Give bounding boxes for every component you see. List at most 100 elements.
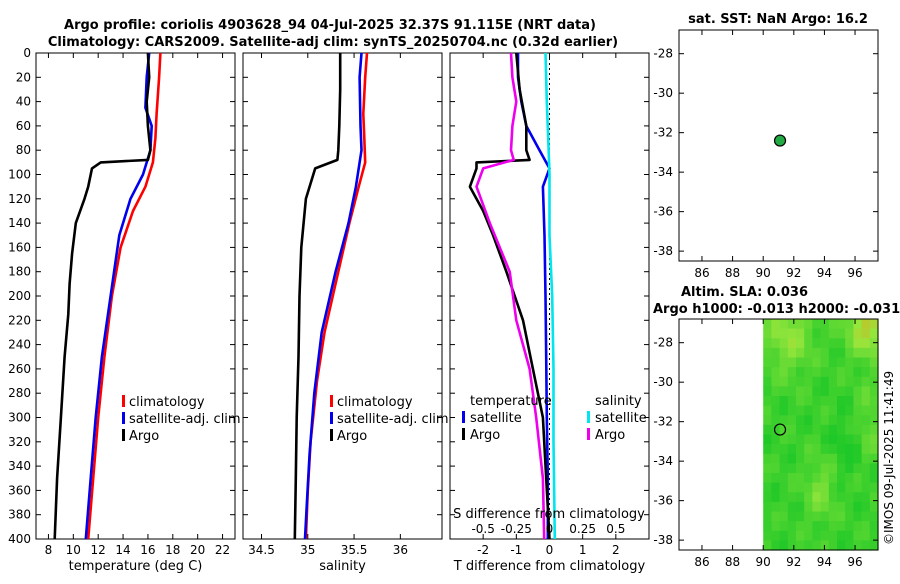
sla-heatmap-cell (861, 396, 871, 407)
sla-heatmap-cell (837, 540, 846, 551)
salinity-xtick-label: 34.5 (248, 543, 275, 557)
argo-position-marker-sla (773, 423, 787, 436)
sla-heatmap-cell (853, 396, 863, 407)
sla-heatmap-cell (812, 405, 822, 416)
sla-heatmap-cell (812, 453, 822, 464)
sla-heatmap-cell (853, 347, 863, 359)
sla-heatmap-cell (861, 482, 871, 493)
sla-map-panel: 86 88 90 92 94 96 -28 -30 -32 -34 -36 -38 Altim. SLA… (653, 285, 900, 569)
sla-heatmap-cell (771, 396, 781, 407)
sla-heatmap-cell (812, 530, 822, 541)
s-diff-tick-label: -0.5 (471, 522, 494, 536)
temperature-ytick-label: 240 (8, 338, 31, 352)
sla-heatmap-cell (837, 367, 846, 378)
sla-heatmap-cell (763, 405, 772, 416)
temperature-xtick-label: 8 (45, 543, 53, 557)
sla_map-ytick-label: -28 (653, 336, 673, 350)
salinity-legend-swatch (330, 429, 333, 441)
sla-heatmap-cell (869, 540, 879, 551)
sla-heatmap-cell (820, 357, 830, 368)
sla-heatmap-cell (828, 396, 838, 407)
sla-heatmap-cell (845, 367, 854, 378)
sla-heatmap-cell (771, 328, 781, 339)
sla-heatmap-cell (837, 328, 846, 339)
sla-heatmap-cell (804, 540, 813, 551)
sla-heatmap-cell (796, 357, 805, 368)
sla-heatmap-cell (861, 386, 871, 397)
sla-heatmap-cell (796, 453, 805, 464)
diff-series-t-argo (468, 52, 551, 540)
sla-heatmap-cell (820, 444, 830, 455)
sla-heatmap-cell (861, 328, 871, 339)
sla-heatmap-cell (828, 511, 838, 522)
sst_map-xtick-label: 90 (756, 266, 771, 280)
sla-heatmap-cell (869, 396, 879, 407)
sla-heatmap-cell (771, 357, 781, 368)
temperature-xtick-label: 10 (66, 543, 81, 557)
sla-heatmap-cell (837, 347, 846, 359)
sla-heatmap-cell (779, 357, 789, 368)
temperature-legend-swatch (122, 429, 125, 441)
sla-heatmap-cell (804, 357, 813, 368)
sla-heatmap-cell (869, 511, 879, 522)
sla-heatmap-cell (787, 319, 797, 330)
sla-heatmap-cell (787, 463, 797, 474)
sla-heatmap-cell (869, 357, 879, 368)
sla-heatmap-cell (837, 501, 846, 513)
sla-heatmap-cell (787, 530, 797, 541)
sla-heatmap-cell (853, 357, 863, 368)
sla-heatmap-cell (779, 530, 789, 541)
sla-heatmap-cell (828, 376, 838, 387)
sst_map-ytick-label: -30 (653, 86, 673, 100)
sla_map-axes-box (678, 318, 879, 551)
diff-series-s-argo (475, 52, 546, 540)
sla-heatmap-cell (763, 386, 772, 397)
sla-heatmap-cell (869, 405, 879, 416)
sla-heatmap-cell (771, 511, 781, 522)
sla-heatmap-cell (804, 367, 813, 378)
sla-heatmap-cell (837, 511, 846, 522)
sla-heatmap-cell (787, 492, 797, 503)
sla-heatmap-cell (828, 386, 838, 397)
sla-heatmap-cell (828, 357, 838, 368)
sla_map-xtick-label: 90 (756, 555, 771, 569)
temperature-axes-box (35, 52, 236, 540)
sla-heatmap-cell (804, 424, 813, 436)
sla-heatmap-cell (869, 347, 879, 359)
sst_map-ytick-label: -32 (653, 126, 673, 140)
sla-heatmap-cell (869, 463, 879, 474)
sla-heatmap-cell (869, 444, 879, 455)
difference-xlabel: T difference from climatology (453, 559, 646, 574)
sla-heatmap-cell (845, 463, 854, 474)
sla-heatmap-cell (853, 530, 863, 541)
sla-heatmap-cell (763, 338, 772, 349)
sla-heatmap-cell (837, 386, 846, 397)
sla-heatmap-cell (763, 521, 772, 532)
temperature-profile-panel: 8 10 12 14 16 18 20 220204060801001201401601802… (8, 46, 241, 574)
sla-map-title-line1: Altim. SLA: 0.036 (681, 285, 808, 300)
diff-legend-label: satellite (470, 411, 522, 426)
sla-heatmap-cell (812, 415, 822, 426)
sla-heatmap-cell (804, 501, 813, 513)
sla-heatmap-cell (779, 367, 789, 378)
difference-xtick-label: -2 (477, 543, 489, 557)
difference-xtick-label: 0 (546, 543, 554, 557)
salinity-xtick-label: 35.5 (341, 543, 368, 557)
temperature-ytick-label: 180 (8, 265, 31, 279)
sla-heatmap-cell (796, 328, 805, 339)
sla-heatmap-cell (845, 473, 854, 484)
salinity-legend-swatch (330, 412, 333, 424)
sla-heatmap-cell (796, 521, 805, 532)
sla-heatmap-cell (779, 376, 789, 387)
sla-heatmap-cell (845, 319, 854, 330)
sla-heatmap-cell (771, 453, 781, 464)
temperature-legend-label: satellite-adj. clim (129, 412, 241, 427)
sla-heatmap-cell (869, 424, 879, 436)
sla_map-xtick-label: 96 (847, 555, 862, 569)
sla_map-ytick-label: -30 (653, 375, 673, 389)
sla-heatmap-cell (837, 434, 846, 445)
sla-heatmap-cell (837, 473, 846, 484)
sst_map-ytick-label: -38 (653, 244, 673, 258)
sla-heatmap-cell (812, 540, 822, 551)
sla-heatmap-cell (853, 319, 863, 330)
